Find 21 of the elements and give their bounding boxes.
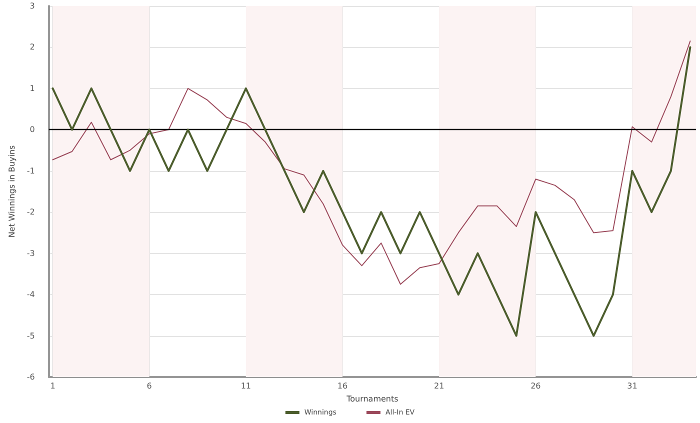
x-tick-label: 21 <box>434 382 444 390</box>
y-tick-label: 1 <box>30 84 35 93</box>
y-tick-label: 3 <box>30 2 35 10</box>
x-tick-label: 11 <box>240 382 252 390</box>
x-tick-label: 26 <box>530 382 541 390</box>
y-tick-label: -4 <box>26 290 35 300</box>
y-tick-label: -2 <box>26 208 35 217</box>
y-tick-label: -5 <box>26 331 35 340</box>
x-tick-label: 16 <box>337 382 348 390</box>
y-axis-title: Net Winnings in Buyins <box>8 145 16 238</box>
y-tick-label: 0 <box>30 125 35 134</box>
y-tick-label: -3 <box>26 248 35 258</box>
x-axis-title: Tournaments <box>346 394 398 404</box>
y-tick-label: -1 <box>26 166 35 176</box>
x-tick-label: 31 <box>627 382 638 390</box>
line-series <box>52 40 691 285</box>
y-tick-label: -6 <box>26 372 35 382</box>
y-tick-label: 2 <box>30 42 35 52</box>
x-tick-label: 6 <box>146 382 152 390</box>
x-tick-label: 1 <box>50 382 56 390</box>
line-series <box>52 46 692 337</box>
